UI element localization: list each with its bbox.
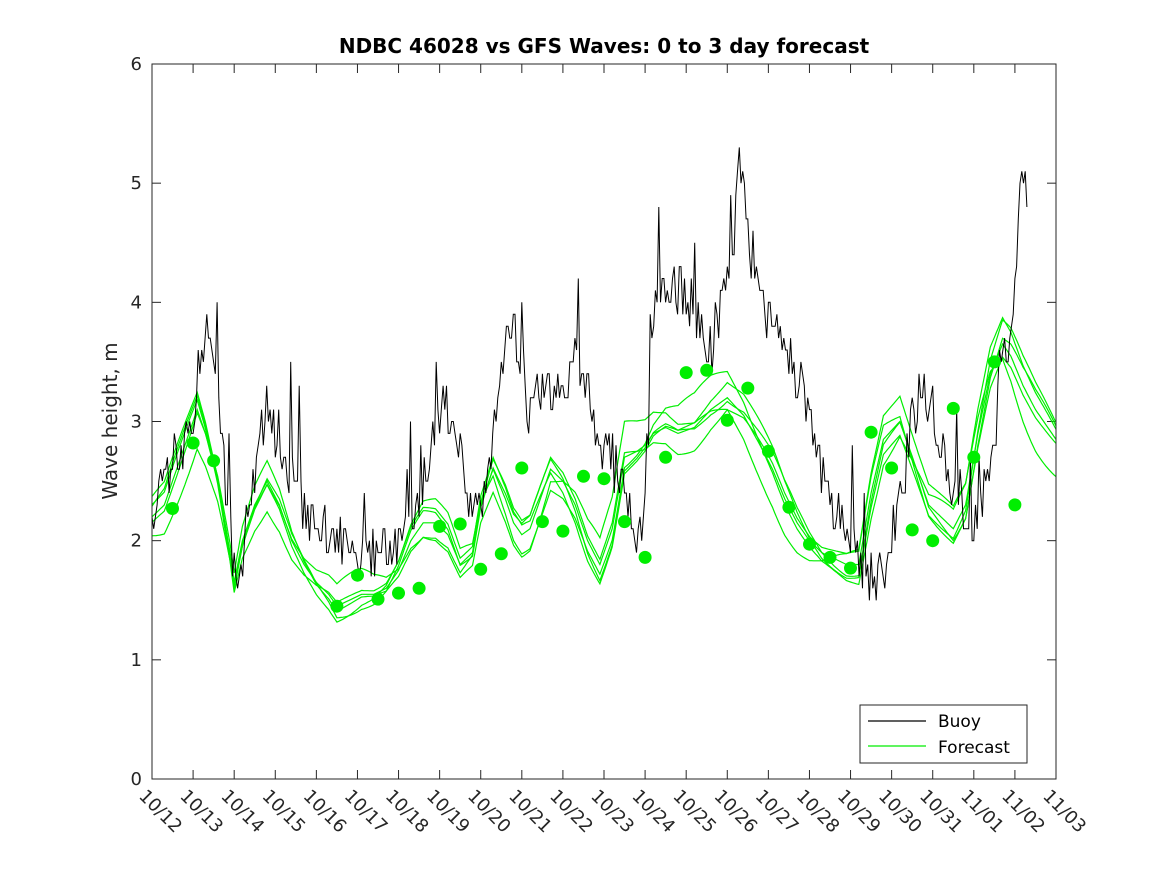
forecast-marker bbox=[556, 524, 570, 538]
forecast-marker bbox=[782, 500, 796, 514]
y-tick-label: 6 bbox=[131, 54, 142, 75]
forecast-marker bbox=[412, 581, 426, 595]
forecast-marker bbox=[535, 515, 549, 529]
y-tick-label: 5 bbox=[131, 173, 142, 194]
forecast-marker bbox=[494, 547, 508, 561]
y-tick-label: 2 bbox=[131, 531, 142, 552]
forecast-marker bbox=[166, 502, 179, 515]
forecast-marker bbox=[679, 366, 693, 380]
forecast-marker bbox=[1008, 498, 1022, 512]
forecast-marker bbox=[905, 523, 919, 537]
forecast-marker bbox=[371, 592, 385, 606]
forecast-marker-group bbox=[166, 355, 1022, 613]
forecast-marker bbox=[926, 534, 940, 548]
forecast-marker bbox=[967, 450, 981, 464]
y-axis-label: Wave height, m bbox=[98, 342, 122, 499]
forecast-marker bbox=[864, 425, 878, 439]
y-tick-label: 4 bbox=[131, 292, 142, 313]
forecast-marker bbox=[186, 436, 200, 450]
legend-buoy-label: Buoy bbox=[938, 712, 981, 732]
forecast-marker bbox=[392, 586, 405, 600]
forecast-marker bbox=[638, 550, 652, 564]
legend: Buoy Forecast bbox=[859, 704, 1028, 764]
buoy-series-group bbox=[151, 147, 1028, 601]
y-tick-group: 0 1 2 3 4 5 6 bbox=[131, 54, 1056, 790]
forecast-marker bbox=[351, 568, 364, 582]
forecast-marker bbox=[987, 355, 1001, 369]
buoy-line bbox=[151, 147, 1028, 601]
forecast-line bbox=[151, 318, 1057, 623]
forecast-marker bbox=[803, 537, 816, 551]
forecast-marker bbox=[515, 461, 529, 475]
forecast-marker bbox=[741, 381, 755, 395]
forecast-marker bbox=[330, 599, 344, 613]
forecast-marker bbox=[659, 450, 673, 464]
legend-box bbox=[859, 704, 1028, 764]
forecast-marker bbox=[618, 515, 631, 529]
legend-forecast-label: Forecast bbox=[938, 738, 1010, 758]
forecast-line bbox=[151, 316, 1057, 604]
forecast-marker bbox=[207, 454, 221, 468]
forecast-marker bbox=[720, 413, 734, 427]
plot-frame bbox=[151, 63, 1057, 780]
chart-title: NDBC 46028 vs GFS Waves: 0 to 3 day fore… bbox=[339, 34, 870, 58]
y-tick-label: 1 bbox=[131, 650, 142, 671]
forecast-marker bbox=[761, 444, 775, 458]
forecast-marker bbox=[433, 519, 447, 533]
forecast-marker bbox=[946, 401, 960, 415]
y-tick-label: 3 bbox=[131, 412, 142, 433]
forecast-marker bbox=[577, 469, 590, 483]
forecast-line bbox=[151, 337, 1057, 619]
forecast-marker bbox=[453, 517, 467, 531]
forecast-marker bbox=[597, 472, 611, 486]
forecast-marker bbox=[823, 550, 837, 564]
forecast-marker bbox=[474, 562, 488, 576]
forecast-marker bbox=[885, 461, 899, 475]
forecast-marker bbox=[844, 561, 857, 575]
forecast-marker bbox=[700, 363, 714, 377]
forecast-series-group bbox=[151, 316, 1057, 623]
y-tick-label: 0 bbox=[131, 769, 142, 790]
